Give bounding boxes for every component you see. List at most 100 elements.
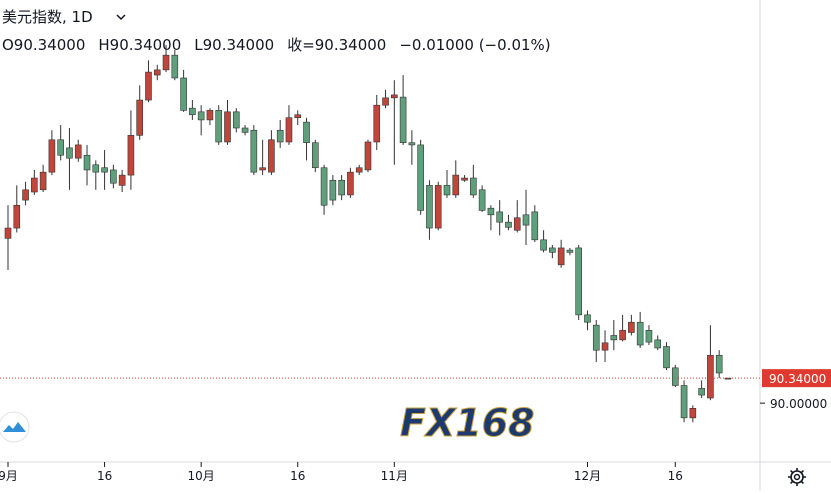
candle-body	[171, 54, 179, 79]
candle-body	[549, 247, 556, 253]
candle-body	[645, 330, 653, 343]
candle-body	[250, 129, 258, 173]
candle-body	[540, 239, 547, 251]
candle-body	[698, 388, 705, 396]
candle-body	[206, 110, 214, 121]
candle-body	[671, 367, 679, 386]
candle-body	[689, 407, 697, 419]
x-tick-label: 16	[290, 469, 305, 483]
candle-body	[22, 189, 29, 201]
candle-body	[338, 179, 345, 196]
candle-body	[619, 330, 626, 341]
candle-body	[224, 111, 231, 143]
candle-body	[663, 346, 670, 369]
candle-body	[329, 179, 337, 201]
candle-body	[399, 96, 407, 144]
x-tick-label: 16	[668, 469, 683, 483]
candle-body	[153, 69, 161, 76]
candle-body	[601, 342, 609, 351]
candle-body	[347, 171, 354, 196]
candle-body	[505, 221, 512, 228]
candle-body	[434, 185, 442, 229]
candle-body	[461, 177, 468, 181]
x-tick-label: 10月	[188, 469, 215, 483]
x-tick-label: 11月	[381, 469, 408, 483]
candle-body	[654, 339, 662, 349]
candle-body	[355, 167, 363, 173]
candle-body	[364, 141, 372, 171]
candle-body	[74, 144, 82, 159]
candle-body	[724, 377, 732, 380]
candle-body	[57, 139, 64, 156]
y-tick-label: 90.00000	[770, 397, 827, 411]
candle-body	[575, 247, 583, 316]
logo	[0, 411, 30, 443]
chart-title[interactable]: 美元指数, 1D	[2, 8, 93, 26]
candle-body	[680, 385, 688, 419]
candle-body	[592, 324, 600, 351]
x-tick-label: 9月	[0, 469, 18, 483]
candle-body	[31, 177, 38, 193]
candle-body	[118, 174, 126, 186]
candle-body	[408, 142, 416, 146]
x-tick-label: 12月	[574, 469, 601, 483]
ohlc-stat: L90.34000	[194, 36, 274, 54]
candle-body	[610, 335, 618, 341]
settings-icon[interactable]	[788, 468, 806, 486]
candle-body	[478, 189, 486, 211]
last-price-box	[762, 369, 831, 388]
candle-body	[136, 99, 143, 136]
candle-body	[127, 135, 135, 176]
candle-body	[276, 129, 284, 143]
candle-body	[83, 154, 91, 171]
candle-body	[320, 167, 328, 206]
candle-body	[197, 111, 205, 121]
ohlc-stat: H90.34000	[98, 36, 181, 54]
candle-body	[4, 227, 12, 239]
candle-body	[232, 111, 240, 129]
candle-body	[426, 185, 433, 229]
candle-body	[443, 185, 451, 196]
last-price-label: 90.34000	[769, 372, 826, 386]
candle-body	[522, 214, 530, 226]
interval-chevron[interactable]	[116, 14, 126, 21]
candle-body	[391, 94, 398, 99]
candle-body	[496, 211, 503, 223]
candle-body	[557, 247, 565, 266]
x-tick-label: 16	[97, 469, 112, 483]
candle-body	[110, 169, 117, 184]
candle-body	[241, 127, 249, 133]
ohlc-stat: O90.34000	[2, 36, 85, 54]
candle-body	[145, 71, 152, 101]
ohlc-stat: −0.01000 (−0.01%)	[399, 36, 550, 54]
candle-body	[189, 107, 196, 116]
candle-body	[13, 204, 21, 229]
candle-body	[268, 139, 275, 173]
candle-body	[48, 139, 56, 173]
candle-body	[39, 171, 47, 191]
candle-body	[513, 217, 521, 231]
ohlc-stat: 收=90.34000	[287, 36, 386, 54]
candle-body	[584, 314, 591, 323]
candle-body	[303, 121, 310, 144]
candle-body	[715, 355, 723, 374]
candle-body	[101, 167, 108, 173]
candle-body	[628, 321, 635, 333]
candle-body	[259, 167, 266, 171]
candle-body	[162, 54, 170, 71]
candle-body	[452, 174, 460, 196]
candle-body	[470, 177, 477, 196]
candle-body	[373, 104, 381, 143]
candle-body	[566, 249, 574, 253]
watermark: FX168	[400, 401, 535, 445]
candle-body	[636, 321, 644, 346]
candle-body	[382, 97, 389, 106]
candle-body	[417, 144, 424, 211]
candle-body	[285, 117, 293, 143]
candle-body	[180, 77, 187, 111]
candle-body	[487, 207, 495, 216]
candle-body	[92, 164, 100, 173]
candle-body	[66, 147, 73, 159]
candle-body	[531, 211, 539, 241]
